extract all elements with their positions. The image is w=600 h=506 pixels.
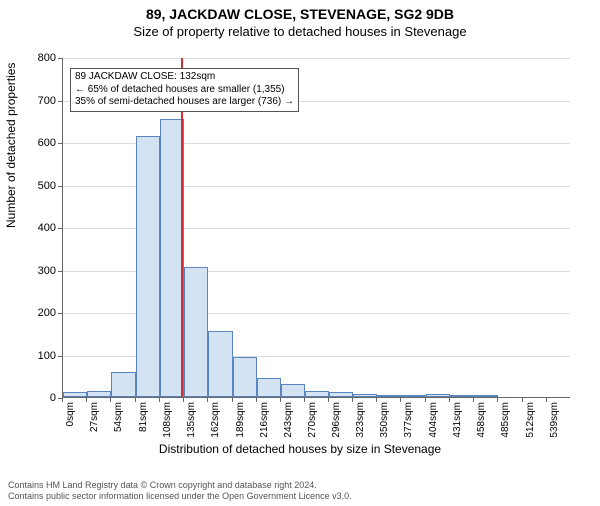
xtick-mark [110, 398, 111, 402]
histogram-bar [208, 331, 232, 397]
xtick-label: 296sqm [331, 402, 342, 438]
xtick-mark [425, 398, 426, 402]
xtick-label: 323sqm [355, 402, 366, 438]
xtick-mark [159, 398, 160, 402]
histogram-bar [136, 136, 160, 397]
x-axis-label: Distribution of detached houses by size … [0, 442, 600, 456]
ytick-label: 700 [16, 95, 56, 107]
histogram-bar [305, 391, 328, 397]
histogram-bar [377, 395, 401, 397]
xtick-label: 270sqm [307, 402, 318, 438]
xtick-mark [280, 398, 281, 402]
annotation-line: 89 JACKDAW CLOSE: 132sqm [75, 71, 294, 84]
xtick-label: 458sqm [476, 402, 487, 438]
annotation-line: ← 65% of detached houses are smaller (1,… [75, 84, 294, 97]
xtick-label: 377sqm [403, 402, 414, 438]
xtick-mark [232, 398, 233, 402]
histogram-bar [450, 395, 474, 397]
page-subtitle: Size of property relative to detached ho… [0, 24, 600, 39]
ytick-label: 0 [16, 392, 56, 404]
footer-line2: Contains public sector information licen… [8, 491, 352, 502]
ytick-label: 300 [16, 265, 56, 277]
ytick-label: 600 [16, 137, 56, 149]
ytick-label: 400 [16, 222, 56, 234]
ytick-label: 200 [16, 307, 56, 319]
ytick-mark [58, 313, 62, 314]
histogram-bar [257, 378, 281, 397]
gridline [63, 58, 570, 59]
xtick-mark [207, 398, 208, 402]
xtick-label: 108sqm [162, 402, 173, 438]
xtick-mark [183, 398, 184, 402]
ytick-label: 100 [16, 350, 56, 362]
xtick-mark [135, 398, 136, 402]
chart-container: Number of detached properties Distributi… [0, 50, 600, 460]
annotation-line: 35% of semi-detached houses are larger (… [75, 96, 294, 109]
histogram-bar [401, 395, 425, 397]
histogram-bar [87, 391, 111, 397]
annotation-box: 89 JACKDAW CLOSE: 132sqm← 65% of detache… [70, 68, 299, 112]
xtick-mark [473, 398, 474, 402]
ytick-mark [58, 271, 62, 272]
histogram-bar [474, 395, 498, 397]
xtick-mark [86, 398, 87, 402]
xtick-mark [497, 398, 498, 402]
xtick-label: 27sqm [89, 402, 100, 432]
ytick-mark [58, 186, 62, 187]
ytick-mark [58, 356, 62, 357]
xtick-label: 189sqm [235, 402, 246, 438]
xtick-mark [256, 398, 257, 402]
ytick-mark [58, 58, 62, 59]
xtick-mark [449, 398, 450, 402]
ytick-label: 800 [16, 52, 56, 64]
histogram-bar [329, 392, 353, 397]
xtick-label: 243sqm [283, 402, 294, 438]
ytick-mark [58, 101, 62, 102]
xtick-mark [546, 398, 547, 402]
ytick-label: 500 [16, 180, 56, 192]
xtick-label: 135sqm [186, 402, 197, 438]
xtick-label: 350sqm [379, 402, 390, 438]
histogram-bar [111, 372, 135, 398]
xtick-label: 162sqm [210, 402, 221, 438]
histogram-bar [184, 267, 208, 397]
xtick-mark [304, 398, 305, 402]
xtick-label: 431sqm [452, 402, 463, 438]
xtick-label: 54sqm [113, 402, 124, 432]
xtick-mark [522, 398, 523, 402]
footer-attribution: Contains HM Land Registry data © Crown c… [8, 480, 352, 502]
histogram-bar [281, 384, 305, 397]
page-title: 89, JACKDAW CLOSE, STEVENAGE, SG2 9DB [0, 6, 600, 22]
xtick-label: 0sqm [65, 402, 76, 426]
xtick-mark [62, 398, 63, 402]
xtick-label: 485sqm [500, 402, 511, 438]
histogram-bar [426, 394, 450, 397]
xtick-label: 404sqm [428, 402, 439, 438]
xtick-label: 512sqm [525, 402, 536, 438]
xtick-label: 81sqm [138, 402, 149, 432]
xtick-mark [352, 398, 353, 402]
histogram-bar [233, 357, 257, 397]
xtick-mark [376, 398, 377, 402]
xtick-mark [400, 398, 401, 402]
ytick-mark [58, 143, 62, 144]
ytick-mark [58, 228, 62, 229]
histogram-bar [63, 392, 87, 397]
xtick-label: 539sqm [549, 402, 560, 438]
histogram-bar [353, 394, 377, 397]
footer-line1: Contains HM Land Registry data © Crown c… [8, 480, 352, 491]
xtick-label: 216sqm [259, 402, 270, 438]
xtick-mark [328, 398, 329, 402]
